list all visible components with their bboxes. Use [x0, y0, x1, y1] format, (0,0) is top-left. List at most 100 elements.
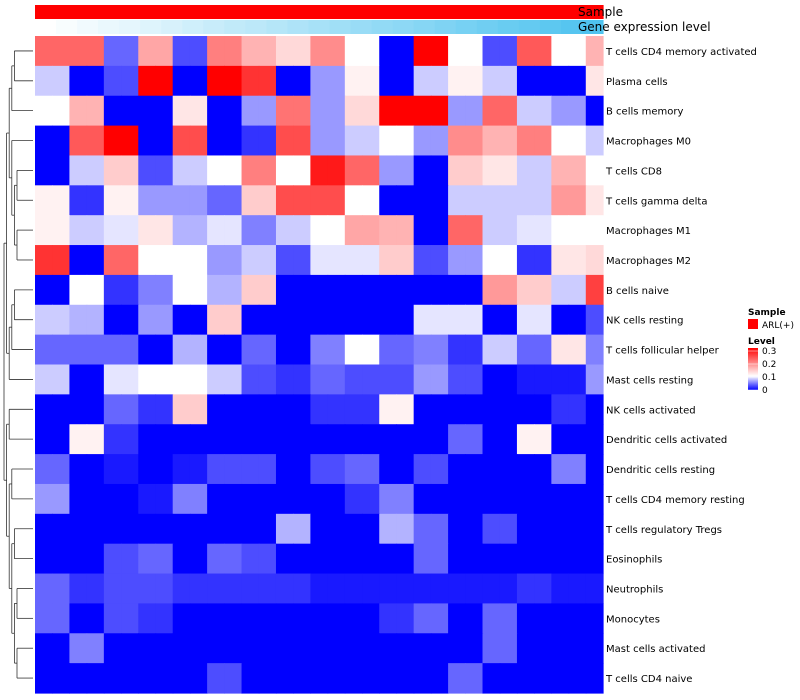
heatmap-cell [448, 573, 466, 605]
heatmap-cell [207, 454, 225, 485]
heatmap-cell [344, 36, 363, 67]
heatmap-cell [534, 304, 552, 336]
heatmap-cell [121, 424, 139, 455]
heatmap-cell [69, 245, 88, 276]
sample-annotation-cell [455, 5, 478, 19]
heatmap-cell [551, 215, 570, 246]
sample-annotation-cell [434, 5, 457, 19]
heatmap-cell [172, 633, 191, 664]
heatmap-cell [172, 603, 191, 634]
row-label: NK cells activated [606, 405, 696, 416]
heatmap-cell [189, 663, 208, 694]
heatmap-cell [482, 304, 501, 336]
heatmap-cell [465, 65, 484, 97]
heatmap-cell [35, 65, 53, 97]
heatmap-cell [499, 633, 518, 664]
heatmap-cell [413, 185, 432, 216]
heatmap-cell [465, 304, 484, 336]
heatmap-cell [516, 663, 535, 694]
heatmap-cell [585, 215, 604, 246]
heatmap-cell [327, 394, 346, 425]
row-label: Dendritic cells resting [606, 465, 715, 476]
heatmap-cell [138, 304, 157, 336]
heatmap-cell [482, 483, 501, 515]
heatmap-cell [448, 364, 466, 395]
heatmap-cell [293, 36, 311, 67]
heatmap-cell [138, 65, 157, 97]
heatmap-cell [121, 663, 139, 694]
heatmap-cell [189, 65, 208, 97]
heatmap-cell [430, 185, 449, 216]
heatmap-cell [396, 65, 415, 97]
heatmap-cell [585, 364, 604, 395]
heatmap-cell [258, 364, 277, 395]
heatmap-cell [52, 334, 71, 366]
heatmap-cell [121, 125, 139, 157]
heatmap-cell [258, 185, 277, 216]
heatmap-cell [103, 185, 122, 216]
row-label: T cells CD4 memory resting [605, 495, 745, 506]
heatmap-cell [52, 274, 71, 306]
heatmap-cell [499, 36, 518, 67]
heatmap-cell [293, 304, 311, 336]
heatmap-cell [551, 633, 570, 664]
heatmap-cell [362, 304, 380, 336]
heatmap-cell [396, 573, 415, 605]
heatmap-cell [585, 274, 604, 306]
heatmap-cell [516, 364, 535, 395]
heatmap-cell [413, 543, 432, 575]
heatmap-cell [69, 304, 88, 336]
heatmap-cell [172, 304, 191, 336]
sample-annotation-cell [350, 5, 373, 19]
heatmap-cell [379, 155, 398, 186]
heatmap-cell [499, 334, 518, 366]
heatmap-cell [310, 95, 329, 127]
heatmap-cell [482, 663, 501, 694]
heatmap-cell [275, 304, 294, 336]
heatmap-cell [482, 633, 501, 664]
heatmap-cell [396, 394, 415, 425]
heatmap-cell [241, 245, 260, 276]
heatmap-cell [327, 454, 346, 485]
heatmap-cell [103, 36, 122, 67]
heatmap-cell [52, 65, 71, 97]
row-label: Macrophages M0 [606, 137, 691, 148]
heatmap-cell [241, 573, 260, 605]
heatmap-cell [568, 304, 587, 336]
heatmap-cell [172, 663, 191, 694]
heatmap-cell [551, 155, 570, 186]
heatmap-cell [396, 185, 415, 216]
heatmap-cell [568, 95, 587, 127]
heatmap-cell [121, 633, 139, 664]
row-label: T cells follicular helper [605, 346, 720, 357]
heatmap-cell [327, 65, 346, 97]
heatmap-cell [568, 274, 587, 306]
heatmap-cell [241, 394, 260, 425]
heatmap-cell [396, 543, 415, 575]
heatmap-cell [258, 95, 277, 127]
heatmap-cell [293, 424, 311, 455]
heatmap-cell [293, 454, 311, 485]
heatmap-cell [172, 334, 191, 366]
heatmap-cell [568, 483, 587, 515]
heatmap-cell [35, 394, 53, 425]
heatmap-cell [293, 95, 311, 127]
heatmap-cell [103, 603, 122, 634]
heatmap-cell [448, 663, 466, 694]
gene-expression-annotation-cell [203, 20, 225, 34]
heatmap-cell [585, 155, 604, 186]
gene-expression-annotation-cell [350, 20, 373, 34]
heatmap-cell [396, 603, 415, 634]
heatmap-cell [241, 65, 260, 97]
heatmap-cell [362, 663, 380, 694]
heatmap-cell [172, 513, 191, 545]
heatmap-cell [551, 364, 570, 395]
heatmap-cell [534, 95, 552, 127]
heatmap-cell [534, 573, 552, 605]
heatmap-cell [138, 36, 157, 67]
heatmap-cell [516, 454, 535, 485]
heatmap-cell [224, 513, 243, 545]
heatmap-cell [155, 65, 174, 97]
heatmap-cell [207, 364, 225, 395]
heatmap-cell [413, 304, 432, 336]
